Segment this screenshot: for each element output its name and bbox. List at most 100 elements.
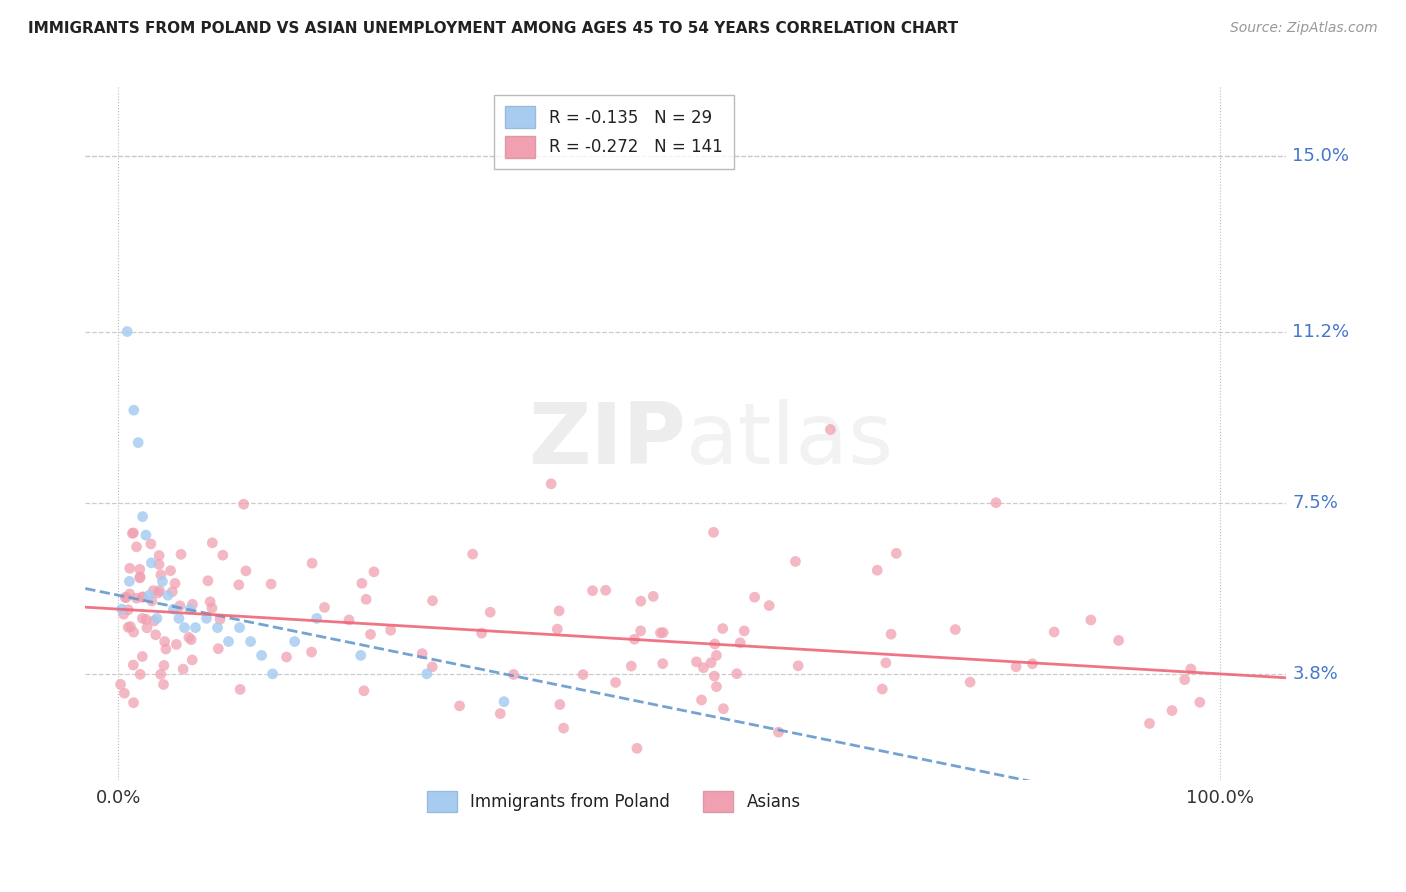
Text: atlas: atlas — [686, 399, 894, 482]
Point — [117, 603, 139, 617]
Point — [112, 686, 135, 700]
Point — [156, 588, 179, 602]
Point — [209, 612, 232, 626]
Point — [820, 423, 842, 437]
Point — [184, 621, 207, 635]
Point — [118, 561, 141, 575]
Point — [112, 607, 135, 622]
Text: 11.2%: 11.2% — [1292, 323, 1350, 341]
Point — [122, 403, 145, 417]
Point — [141, 556, 163, 570]
Point — [127, 435, 149, 450]
Point — [1161, 704, 1184, 718]
Point — [690, 693, 713, 707]
Point — [207, 621, 229, 635]
Point — [163, 576, 186, 591]
Point — [1180, 662, 1202, 676]
Point — [173, 621, 195, 635]
Point — [125, 540, 148, 554]
Point — [142, 583, 165, 598]
Point — [572, 667, 595, 681]
Point — [149, 667, 172, 681]
Point — [162, 602, 184, 616]
Point — [1188, 695, 1211, 709]
Point — [120, 619, 142, 633]
Point — [787, 658, 810, 673]
Point — [706, 648, 728, 663]
Point — [630, 594, 652, 608]
Point — [353, 683, 375, 698]
Point — [131, 649, 153, 664]
Point — [228, 621, 250, 635]
Point — [880, 627, 903, 641]
Point — [733, 624, 755, 638]
Point — [652, 625, 675, 640]
Text: 15.0%: 15.0% — [1292, 147, 1350, 165]
Point — [135, 528, 157, 542]
Point — [449, 698, 471, 713]
Point — [177, 631, 200, 645]
Point — [111, 602, 134, 616]
Point — [1174, 673, 1197, 687]
Point — [232, 497, 254, 511]
Point — [141, 594, 163, 608]
Point — [643, 590, 665, 604]
Point — [207, 641, 229, 656]
Point — [148, 549, 170, 563]
Point — [149, 567, 172, 582]
Point — [725, 666, 748, 681]
Point — [129, 570, 152, 584]
Point — [139, 537, 162, 551]
Point — [155, 642, 177, 657]
Point — [276, 650, 298, 665]
Point — [416, 666, 439, 681]
Point — [650, 625, 672, 640]
Point — [502, 667, 524, 681]
Point — [363, 565, 385, 579]
Point — [284, 634, 307, 648]
Point — [703, 637, 725, 651]
Point — [131, 591, 153, 605]
Point — [122, 658, 145, 673]
Point — [700, 656, 723, 670]
Point — [114, 591, 136, 605]
Point — [162, 584, 184, 599]
Point — [630, 624, 652, 638]
Point — [305, 611, 328, 625]
Point — [110, 677, 132, 691]
Point — [118, 587, 141, 601]
Point — [179, 602, 201, 616]
Point — [131, 590, 153, 604]
Point — [620, 659, 643, 673]
Point — [360, 627, 382, 641]
Point — [744, 590, 766, 604]
Point — [1139, 716, 1161, 731]
Point — [159, 564, 181, 578]
Point — [411, 647, 433, 661]
Point — [703, 669, 725, 683]
Point — [169, 599, 191, 613]
Point — [471, 626, 494, 640]
Point — [235, 564, 257, 578]
Point — [685, 655, 707, 669]
Point — [626, 741, 648, 756]
Point — [131, 509, 153, 524]
Text: 7.5%: 7.5% — [1292, 494, 1339, 512]
Point — [153, 634, 176, 648]
Point — [581, 583, 603, 598]
Point — [167, 611, 190, 625]
Point — [785, 554, 807, 568]
Point — [553, 721, 575, 735]
Point — [337, 613, 360, 627]
Point — [866, 563, 889, 577]
Point — [758, 599, 780, 613]
Point — [354, 592, 377, 607]
Point — [420, 660, 443, 674]
Point — [872, 681, 894, 696]
Point — [350, 648, 373, 663]
Point — [651, 657, 673, 671]
Point — [180, 632, 202, 647]
Point — [239, 634, 262, 648]
Point — [943, 623, 966, 637]
Point — [706, 680, 728, 694]
